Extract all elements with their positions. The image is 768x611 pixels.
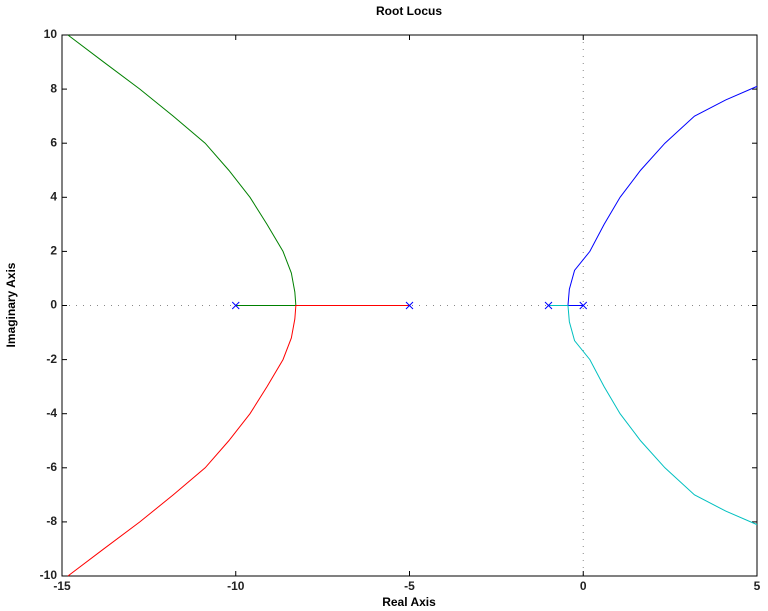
pole-marker [579,301,588,310]
pole-marker [405,301,414,310]
y-tick-label: -8 [46,514,57,528]
y-tick-label: 10 [44,27,58,41]
x-axis-label: Real Axis [382,595,436,609]
y-tick-label: 0 [50,298,57,312]
y-tick-label: -6 [46,460,57,474]
y-tick-label: 8 [50,81,57,95]
x-tick-label: 5 [754,579,761,593]
locus-line [548,305,758,526]
locus-line [567,85,758,306]
y-tick-label: 6 [50,135,57,149]
x-tick-label: 0 [580,579,587,593]
y-tick-label: -4 [46,406,57,420]
y-axis-label: Imaginary Axis [4,262,18,347]
pole-marker [544,301,553,310]
y-tick-label: -2 [46,352,57,366]
y-tick-label: 2 [50,244,57,258]
pole-marker [231,301,240,310]
y-tick-label: 4 [50,189,57,203]
x-tick-label: -5 [404,579,415,593]
y-tick-label: -10 [40,568,58,582]
locus-line [67,305,410,577]
x-tick-label: -10 [227,579,245,593]
x-tick-label: -15 [53,579,71,593]
chart-title: Root Locus [376,4,442,18]
locus-line [67,34,297,306]
